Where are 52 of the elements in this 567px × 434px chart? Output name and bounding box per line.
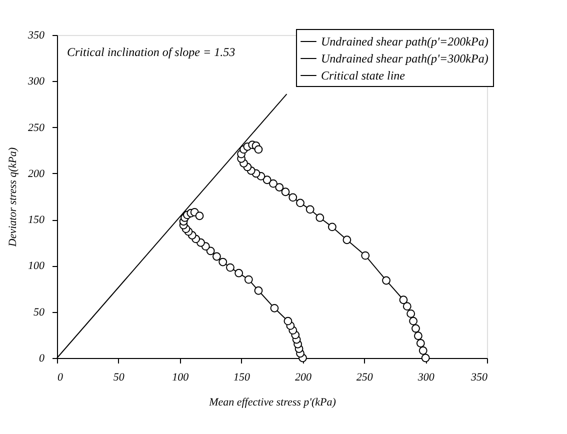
y-tick-label: 0 [39,352,45,364]
point [406,310,416,318]
x-tick-label: 200 [294,372,312,384]
y-tick-label: 300 [27,76,45,88]
y-tick-label: 150 [28,214,45,226]
x-tick-label: 300 [416,372,435,384]
x-tick-label: 50 [113,372,125,384]
point [212,252,221,261]
point [416,339,425,348]
point [262,176,272,184]
y-axis-title: Deviator stress q(kPa) [7,147,19,248]
point [254,145,263,154]
point [234,268,244,278]
point [328,222,336,232]
point [244,275,253,284]
point [412,324,420,333]
y-tick-label: 350 [27,30,45,42]
point [306,205,314,214]
y-tick-label: 50 [34,306,45,318]
y-tick-label: 200 [28,168,45,180]
x-tick-label: 350 [470,372,488,384]
point [254,286,263,295]
x-tick-label: 150 [234,372,251,384]
point [288,193,298,202]
point [414,332,422,340]
point [270,304,279,312]
legend-label: Critical state line [321,68,406,82]
point [361,251,370,260]
x-axis-title: Mean effective stress p'(kPa) [208,396,336,408]
legend-label: Undrained shear path(p'=200kPa) [321,34,488,48]
point [269,179,278,188]
point [382,276,390,285]
point [218,258,228,266]
point [316,214,324,222]
legend-label: Undrained shear path(p'=300kPa) [321,52,488,66]
point [409,316,418,326]
x-tick-label: 0 [58,372,64,384]
point [418,346,428,355]
y-tick-label: 100 [28,260,45,272]
point [284,316,292,326]
point [342,236,352,244]
x-tick-label: 250 [356,372,374,384]
point [296,198,304,208]
annotation: Critical inclination of slope = 1.53 [67,45,236,59]
point [399,296,408,304]
point [281,188,290,196]
y-tick-label: 250 [28,122,45,134]
x-tick-label: 100 [172,372,190,384]
point [275,183,284,192]
point [226,263,234,272]
point [195,212,204,220]
point [402,302,412,311]
